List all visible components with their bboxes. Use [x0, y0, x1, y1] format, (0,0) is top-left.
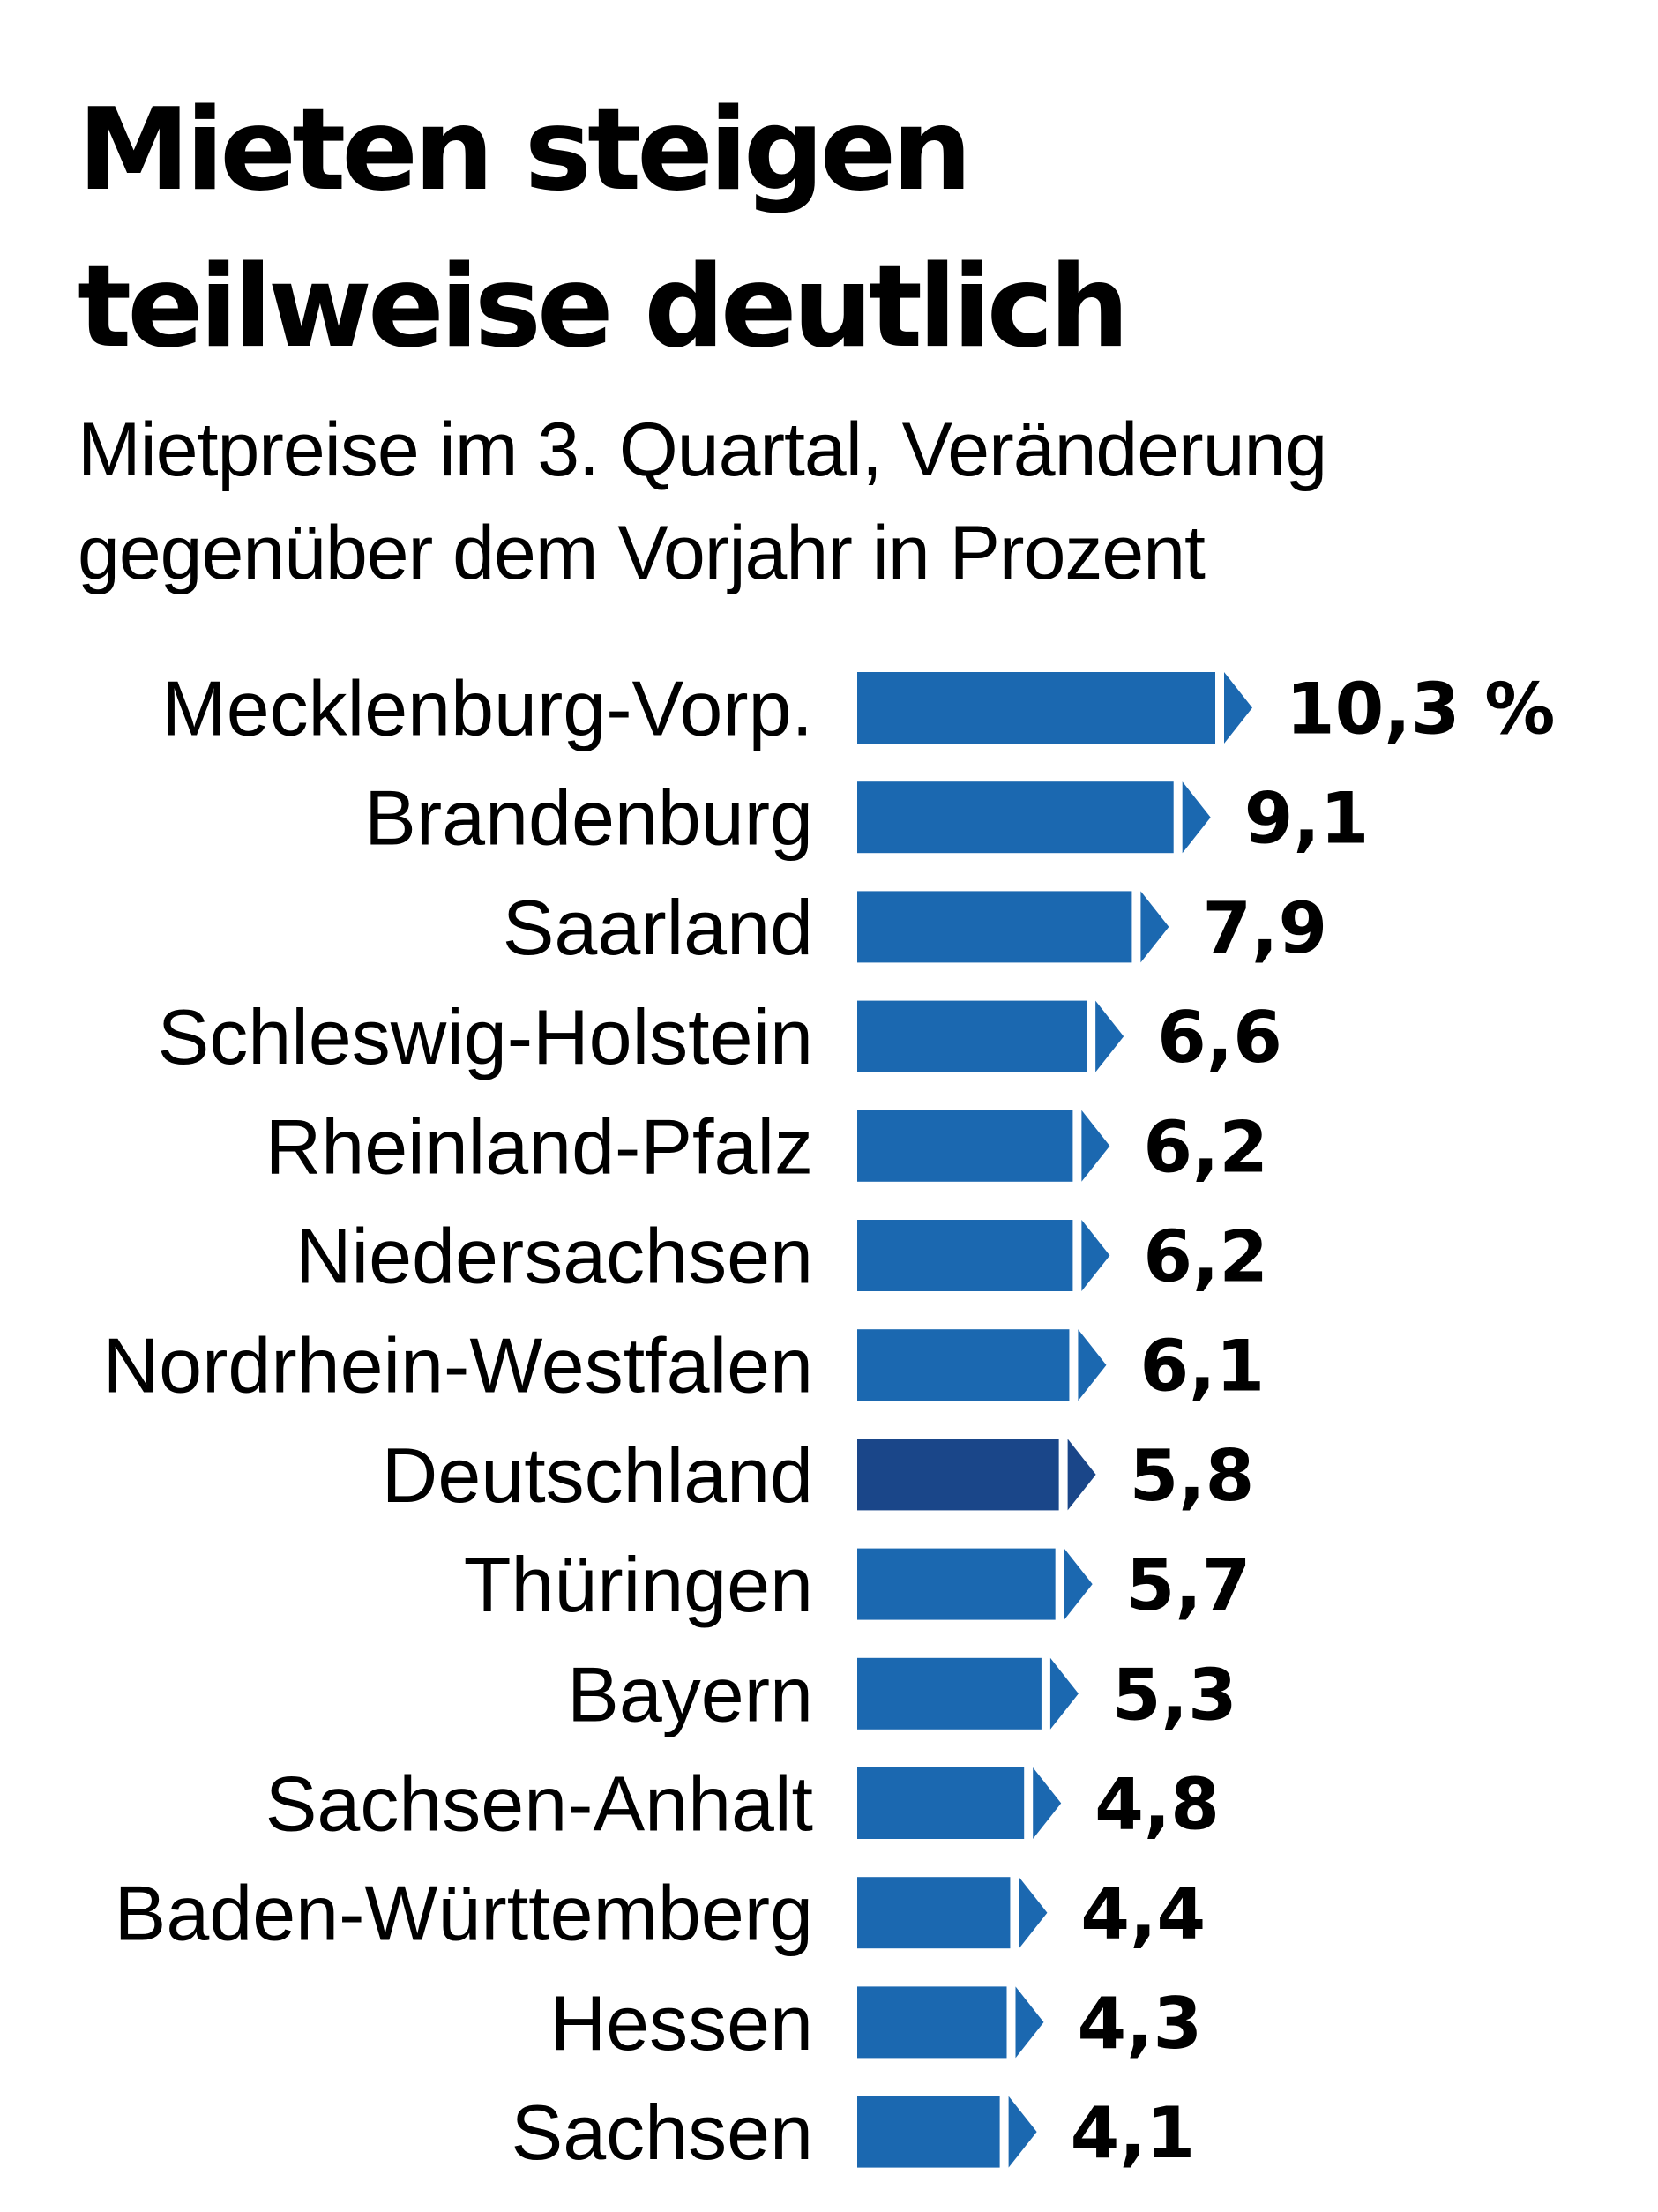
- bar: [857, 1877, 1011, 1949]
- bar: [857, 672, 1215, 744]
- bar: [857, 1986, 1007, 2059]
- category-label: Saarland: [503, 884, 813, 971]
- bar: [857, 1329, 1070, 1401]
- bar-arrow: [1081, 1110, 1110, 1182]
- bar-arrow: [1081, 1220, 1110, 1291]
- bar: [857, 2096, 1000, 2168]
- category-label: Brandenburg: [364, 774, 813, 862]
- category-label: Deutschland: [382, 1431, 813, 1519]
- category-label: Bayern: [567, 1650, 813, 1737]
- chart-subtitle-line-1: Mietpreise im 3. Quartal, Veränderung: [78, 407, 1327, 492]
- value-label: 7,9: [1202, 887, 1327, 969]
- category-label: Thüringen: [464, 1541, 813, 1628]
- category-label: Sachsen-Anhalt: [265, 1760, 813, 1848]
- bar-arrow: [1224, 672, 1252, 744]
- value-label: 10,3 %: [1286, 669, 1555, 751]
- value-label: 6,2: [1143, 1106, 1268, 1188]
- category-label: Mecklenburg-Vorp.: [161, 665, 813, 752]
- bar-arrow: [1140, 891, 1169, 963]
- bar: [857, 1439, 1059, 1511]
- value-label: 9,1: [1244, 778, 1370, 860]
- value-label: 5,3: [1112, 1654, 1237, 1736]
- chart-subtitle: Mietpreise im 3. Quartal, Veränderung ge…: [78, 399, 1327, 605]
- category-label: Niedersachsen: [295, 1213, 813, 1300]
- value-label: 4,3: [1077, 1983, 1202, 2065]
- bar: [857, 1110, 1073, 1182]
- bar: [857, 1220, 1073, 1291]
- category-label: Schleswig-Holstein: [158, 993, 813, 1080]
- bar: [857, 891, 1132, 963]
- value-label: 4,8: [1094, 1764, 1220, 1846]
- bar: [857, 781, 1174, 854]
- chart-title: Mieten steigen teilweise deutlich: [78, 72, 1130, 386]
- bar: [857, 1000, 1087, 1072]
- chart-title-line-2: teilweise deutlich: [78, 242, 1130, 373]
- bar-arrow: [1015, 1986, 1044, 2059]
- bar-arrow: [1049, 1657, 1079, 1730]
- bar-arrow: [1064, 1548, 1093, 1620]
- value-label: 6,1: [1139, 1326, 1265, 1408]
- bar-arrow: [1182, 781, 1211, 854]
- bar-arrow: [1033, 1767, 1062, 1839]
- value-label: 4,4: [1080, 1873, 1206, 1955]
- value-label: 4,1: [1071, 2092, 1196, 2174]
- bar: [857, 1767, 1025, 1839]
- chart-title-line-1: Mieten steigen: [78, 85, 972, 216]
- bar: [857, 1657, 1042, 1730]
- chart-subtitle-line-2: gegenüber dem Vorjahr in Prozent: [78, 511, 1206, 595]
- value-label: 5,7: [1126, 1544, 1251, 1626]
- category-label: Nordrhein-Westfalen: [103, 1322, 813, 1409]
- category-label: Hessen: [550, 1979, 813, 2066]
- bar-arrow: [1067, 1439, 1096, 1511]
- value-label: 6,6: [1157, 997, 1282, 1079]
- bar-arrow: [1078, 1329, 1107, 1401]
- bar: [857, 1548, 1056, 1620]
- category-label: Baden-Württemberg: [115, 1870, 813, 1957]
- value-label: 6,2: [1143, 1216, 1268, 1298]
- category-label: Rheinland-Pfalz: [265, 1102, 813, 1190]
- bar-arrow: [1095, 1000, 1124, 1072]
- value-label: 5,8: [1130, 1435, 1255, 1517]
- bar-arrow: [1019, 1877, 1048, 1949]
- bar-arrow: [1008, 2096, 1037, 2168]
- category-label: Sachsen: [512, 2089, 813, 2176]
